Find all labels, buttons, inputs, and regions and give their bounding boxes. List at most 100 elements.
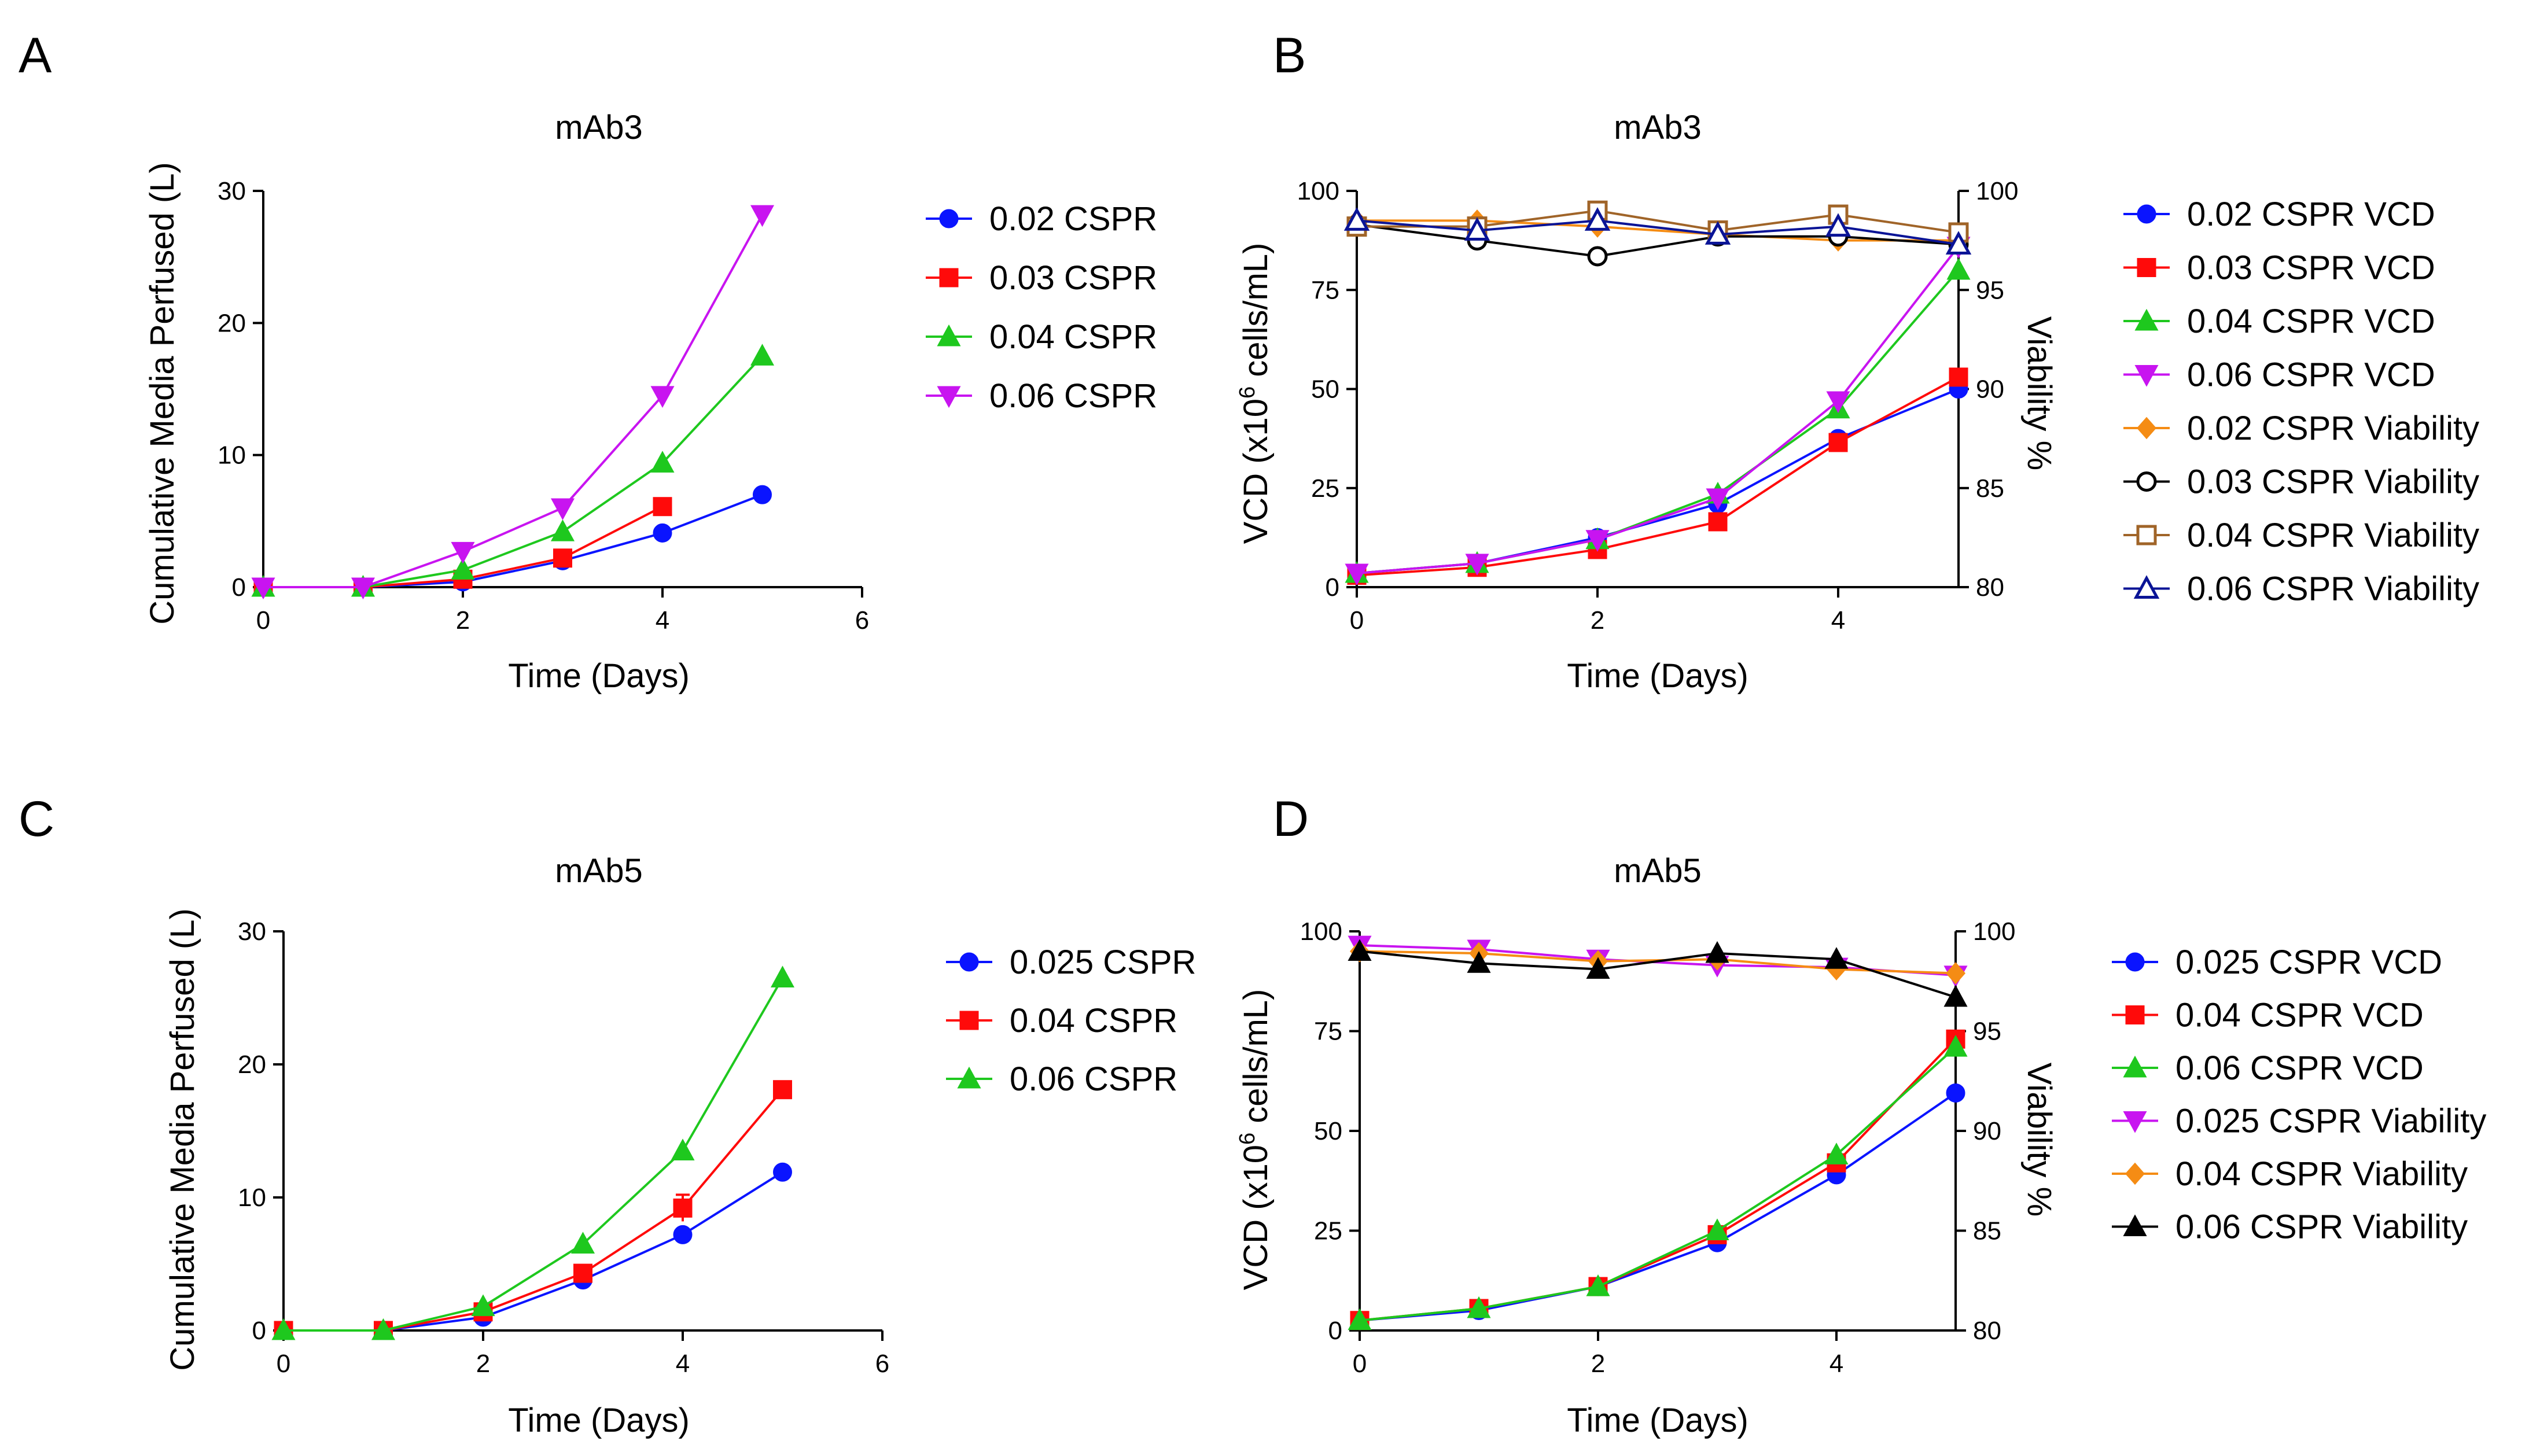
x-tick-label: 2	[1591, 606, 1604, 635]
series-line	[1359, 1038, 1957, 1322]
y-tick-label: 0	[232, 573, 246, 602]
panel-c-letter: C	[19, 791, 54, 847]
legend-label: 0.06 CSPR	[1010, 1060, 1177, 1098]
legend-label: 0.02 CSPR Viability	[2187, 410, 2479, 447]
x-tick-label: 0	[256, 606, 270, 635]
series-0-04-cspr-vcd	[1345, 257, 1971, 583]
x-tick-label: 4	[1829, 1350, 1843, 1378]
data-point	[1706, 488, 1730, 511]
series-0-02-cspr-vcd	[1347, 379, 1968, 583]
y2-tick-label: 100	[1973, 917, 2015, 946]
legend-label: 0.025 CSPR	[1010, 943, 1196, 981]
y-tick-label: 10	[218, 441, 246, 470]
y-tick-label: 30	[238, 917, 266, 946]
legend-marker	[937, 324, 961, 347]
y-tick-label: 20	[238, 1050, 266, 1079]
data-point	[1586, 1274, 1610, 1296]
series-line	[1356, 223, 1959, 258]
panel-b-legend: 0.02 CSPR VCD 0.03 CSPR VCD 0.04 CSPR VCD 0…	[2123, 196, 2479, 608]
y-tick-label: 50	[1311, 375, 1339, 404]
panel-d-legend: 0.025 CSPR VCD 0.04 CSPR VCD 0.06 CSPR VCD…	[2112, 943, 2486, 1246]
series-line	[1359, 1092, 1957, 1322]
data-point	[1705, 221, 1731, 245]
legend-label: 0.02 CSPR	[989, 200, 1157, 238]
x-tick-label: 0	[1350, 606, 1364, 635]
legend-item: 0.04 CSPR	[946, 1002, 1177, 1040]
legend-label: 0.04 CSPR Viability	[2175, 1155, 2468, 1193]
legend-item: 0.02 CSPR	[926, 200, 1157, 238]
legend-marker	[2123, 1111, 2147, 1133]
panel-d-plot-area	[1348, 935, 1968, 1330]
series-0-04-cspr	[274, 1080, 792, 1340]
y2-tick-label: 95	[1976, 276, 2004, 304]
legend-marker	[2134, 365, 2159, 387]
legend-label: 0.06 CSPR	[989, 377, 1157, 415]
y2-tick-label: 85	[1973, 1217, 2001, 1245]
x-tick-label: 4	[656, 606, 669, 635]
legend-label: 0.03 CSPR Viability	[2187, 463, 2479, 501]
legend-label: 0.025 CSPR Viability	[2175, 1103, 2486, 1140]
data-point	[570, 1232, 595, 1254]
y-tick-label: 30	[218, 177, 246, 205]
panel-d-axes: 0 2 4 0 25 50 75 100 80 85 90 95 100	[1300, 917, 2016, 1378]
legend-item: 0.03 CSPR	[926, 259, 1157, 297]
legend-marker	[2123, 1055, 2147, 1078]
data-point	[1705, 1218, 1729, 1240]
y2-tick-label: 90	[1976, 375, 2004, 404]
y-tick-label: 75	[1314, 1018, 1342, 1046]
data-point	[673, 1198, 693, 1218]
panel-a-y-axis-label: Cumulative Media Perfused (L)	[143, 162, 181, 624]
legend-label: 0.04 CSPR VCD	[2187, 303, 2435, 340]
legend-marker	[959, 1011, 979, 1030]
legend-item: 0.06 CSPR	[926, 377, 1157, 415]
panel-b-axes: 0 2 4 0 25 50 75 100 80 85 90 95 100	[1297, 177, 2019, 635]
series-0-06-cspr-viability	[1343, 207, 1972, 255]
x-tick-label: 6	[875, 1350, 889, 1378]
data-point	[1467, 1296, 1491, 1318]
data-point	[553, 548, 572, 568]
panel-b: B mAb3 Time (Days) VCD (x106 cells/mL) V…	[1235, 28, 2479, 695]
data-point	[750, 205, 775, 227]
panel-b-y-axis-label: VCD (x106 cells/mL)	[1235, 243, 1275, 544]
y2-tick-label: 95	[1973, 1018, 2001, 1046]
legend-item: 0.04 CSPR VCD	[2123, 303, 2435, 340]
legend-item: 0.04 CSPR	[926, 318, 1157, 356]
panel-d-letter: D	[1273, 791, 1309, 847]
data-point	[573, 1263, 592, 1283]
panel-b-y2-axis-label: Viability %	[2020, 316, 2058, 471]
series-line	[1357, 219, 1959, 242]
panel-b-x-axis-label: Time (Days)	[1567, 657, 1748, 695]
legend-item: 0.04 CSPR VCD	[2112, 997, 2424, 1034]
legend-marker	[2137, 258, 2156, 277]
legend-label: 0.03 CSPR	[989, 259, 1157, 297]
y2-tick-label: 85	[1976, 474, 2004, 503]
panel-a-letter: A	[19, 28, 52, 83]
legend-label: 0.04 CSPR	[989, 318, 1157, 356]
data-point	[550, 498, 575, 521]
panel-c-plot-area	[271, 965, 795, 1340]
legend-marker	[2133, 575, 2160, 599]
series-line	[284, 1089, 784, 1332]
y-tick-label: 100	[1297, 177, 1339, 205]
legend-marker	[959, 952, 979, 972]
legend-marker	[2125, 1005, 2145, 1024]
y-tick-label: 25	[1311, 474, 1339, 503]
data-point	[650, 386, 675, 408]
data-point	[1943, 985, 1968, 1007]
data-point	[1943, 1034, 1968, 1057]
data-point	[371, 1318, 396, 1340]
x-tick-label: 0	[277, 1350, 290, 1378]
y-tick-label: 0	[252, 1317, 266, 1345]
y2-tick-label: 80	[1973, 1317, 2001, 1345]
legend-item: 0.04 CSPR Viability	[2123, 517, 2479, 554]
data-point	[653, 497, 672, 517]
y-tick-label: 25	[1314, 1217, 1342, 1245]
data-point	[451, 558, 475, 580]
data-point	[671, 1138, 695, 1160]
data-point	[1343, 207, 1370, 231]
series-0-025-cspr	[274, 1162, 792, 1340]
data-point	[550, 519, 575, 541]
legend-marker	[2125, 952, 2145, 972]
data-point	[1348, 1308, 1372, 1330]
data-point	[1824, 1142, 1849, 1164]
